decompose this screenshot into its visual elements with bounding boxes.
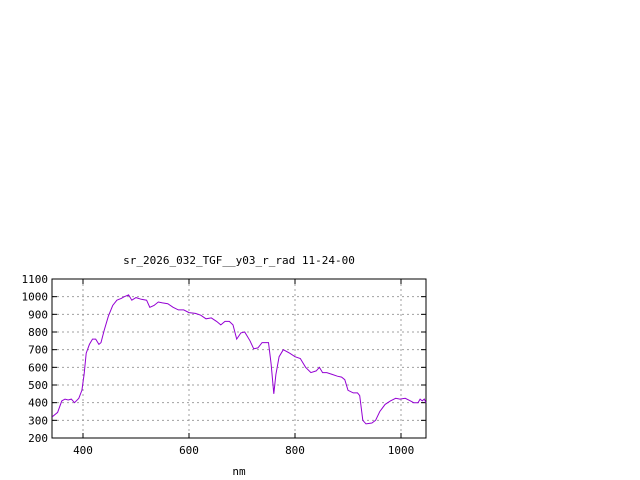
y-tick-label: 700 (28, 344, 48, 357)
y-tick-label: 900 (28, 308, 48, 321)
y-tick-label: 300 (28, 414, 48, 427)
y-tick-label: 800 (28, 326, 48, 339)
y-tick-label: 600 (28, 361, 48, 374)
chart-title: sr_2026_032_TGF__y03_r_rad 11-24-00 (123, 254, 355, 267)
y-tick-label: 500 (28, 379, 48, 392)
plot-border (51, 278, 427, 439)
x-tick-label: 1000 (388, 444, 415, 457)
series-line (51, 294, 427, 425)
x-tick-label: 800 (285, 444, 305, 457)
y-tick-label: 400 (28, 397, 48, 410)
tick-labels: 200 300 400 500 600 700 800 900 1000 1100 400 600 80… (22, 273, 415, 457)
x-axis-label: nm (232, 465, 246, 478)
x-tick-label: 400 (73, 444, 93, 457)
y-tick-label: 200 (28, 432, 48, 445)
y-tick-label: 1100 (22, 273, 49, 286)
x-tick-label: 600 (179, 444, 199, 457)
grid (52, 278, 426, 439)
y-tick-label: 1000 (22, 291, 49, 304)
